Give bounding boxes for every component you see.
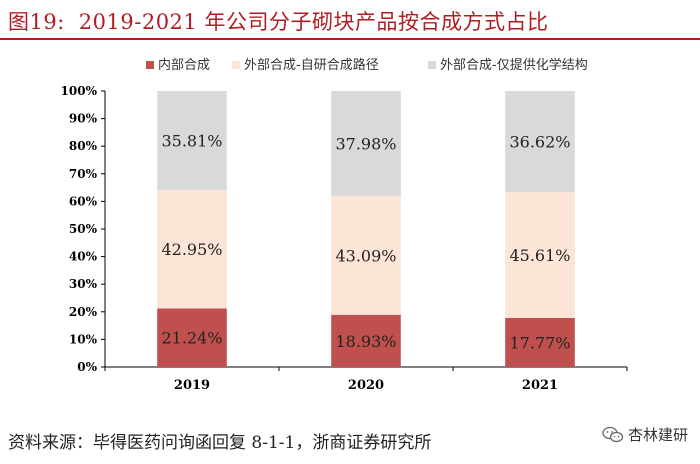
x-tick-label: 2019 bbox=[174, 378, 210, 393]
bar-segment bbox=[331, 91, 401, 196]
x-tick-label: 2020 bbox=[348, 378, 384, 393]
bar-segment bbox=[157, 308, 227, 367]
y-tick-label: 100% bbox=[61, 84, 98, 98]
bar-segment bbox=[505, 317, 575, 367]
data-label: 42.95% bbox=[161, 240, 222, 259]
y-tick-label: 60% bbox=[69, 194, 98, 208]
data-label: 43.09% bbox=[335, 246, 396, 265]
legend-label: 外部合成-自研合成路径 bbox=[244, 57, 379, 73]
data-label: 36.62% bbox=[509, 133, 570, 152]
data-label: 35.81% bbox=[161, 131, 222, 150]
y-tick-label: 50% bbox=[69, 222, 98, 236]
data-label: 18.93% bbox=[335, 332, 396, 351]
watermark-text: 杏林建研 bbox=[627, 426, 688, 444]
figure-number: 图19: bbox=[8, 10, 65, 34]
y-tick-label: 30% bbox=[69, 277, 98, 291]
y-tick-label: 40% bbox=[69, 250, 98, 264]
bar-segment bbox=[157, 189, 227, 309]
y-tick-label: 0% bbox=[77, 360, 97, 374]
bar-segment bbox=[331, 195, 401, 315]
stacked-bar-chart: 内部合成 外部合成-自研合成路径 外部合成-仅提供化学结构 0% 10% 20% 30% 40… bbox=[61, 57, 628, 393]
y-tick-label: 90% bbox=[69, 112, 98, 126]
legend-swatch bbox=[146, 61, 154, 69]
legend-label: 外部合成-仅提供化学结构 bbox=[440, 57, 588, 73]
source-note: 资料来源：毕得医药问询函回复 8-1-1，浙商证券研究所 bbox=[8, 433, 432, 453]
data-label: 17.77% bbox=[509, 333, 570, 352]
wechat-icon bbox=[602, 426, 624, 442]
legend-swatch bbox=[428, 61, 436, 69]
y-tick-label: 20% bbox=[69, 305, 98, 319]
chart-title: 图19: 2019-2021 年公司分子砌块产品按合成方式占比 bbox=[8, 6, 548, 36]
bar-segment bbox=[505, 91, 575, 193]
data-label: 37.98% bbox=[335, 134, 396, 153]
watermark: 杏林建研 bbox=[602, 424, 688, 445]
legend-label: 内部合成 bbox=[158, 57, 210, 73]
bar-segment bbox=[157, 91, 227, 190]
y-tick-label: 10% bbox=[69, 332, 98, 346]
data-label: 45.61% bbox=[509, 246, 570, 265]
bar-segment bbox=[331, 314, 401, 367]
bar-segment bbox=[505, 192, 575, 318]
legend-swatch bbox=[232, 61, 240, 69]
figure-title: 2019-2021 年公司分子砌块产品按合成方式占比 bbox=[78, 10, 549, 34]
x-tick-label: 2021 bbox=[522, 378, 558, 393]
title-divider bbox=[0, 38, 700, 40]
y-tick-label: 70% bbox=[69, 167, 98, 181]
y-tick-label: 80% bbox=[69, 139, 98, 153]
data-label: 21.24% bbox=[161, 329, 222, 348]
